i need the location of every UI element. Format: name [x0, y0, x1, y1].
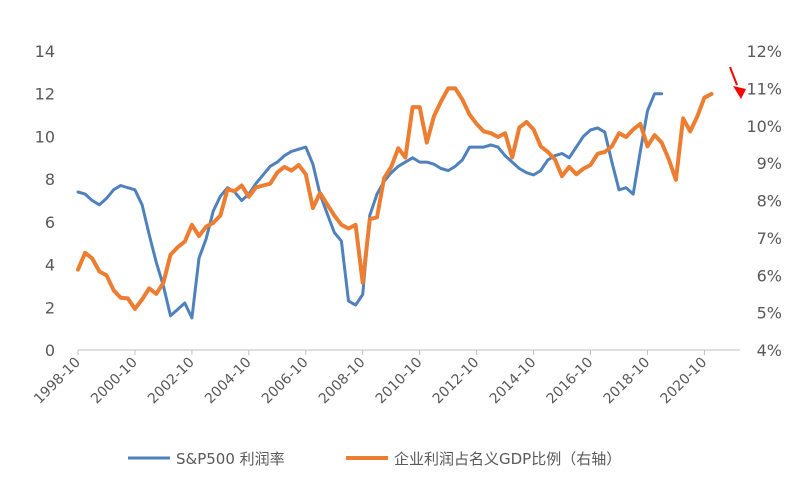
y-left-tick-label: 0	[45, 341, 55, 360]
legend-item: S&P500 利润率	[128, 450, 285, 468]
x-tick-label: 2002-10	[145, 355, 198, 408]
y-right-tick-label: 5%	[757, 304, 782, 323]
y-right-tick-label: 12%	[746, 42, 782, 61]
x-tick-label: 2010-10	[373, 355, 426, 408]
series-line-profit-gdp-ratio	[76, 86, 714, 311]
y-right-tick-label: 10%	[746, 117, 782, 136]
x-tick-label: 2020-10	[658, 355, 711, 408]
y-left-tick-label: 14	[35, 42, 55, 61]
x-tick-label: 2018-10	[601, 355, 654, 408]
y-right-tick-label: 6%	[757, 266, 782, 285]
y-right-tick-label: 8%	[757, 192, 782, 211]
x-tick-label: 2006-10	[259, 355, 312, 408]
x-tick-label: 2000-10	[88, 355, 141, 408]
x-tick-label: 2016-10	[544, 355, 597, 408]
legend: S&P500 利润率 企业利润占名义GDP比例（右轴）	[128, 450, 621, 468]
legend-label: S&P500 利润率	[176, 450, 285, 468]
red-arrow-icon	[729, 66, 746, 99]
annotation-layer	[729, 66, 746, 99]
y-left-tick-label: 2	[45, 298, 55, 317]
x-tick-label: 1998-10	[31, 355, 84, 408]
x-tick-label: 2012-10	[430, 355, 483, 408]
x-tick-label: 2008-10	[316, 355, 369, 408]
y-left-tick-label: 6	[45, 213, 55, 232]
y-right-tick-label: 4%	[757, 341, 782, 360]
x-tick-label: 2004-10	[202, 355, 255, 408]
x-tick-label: 2014-10	[487, 355, 540, 408]
y-left-tick-label: 8	[45, 170, 55, 189]
series-line-sp500-margin	[76, 92, 664, 320]
y-right-tick-label: 7%	[757, 229, 782, 248]
y-right-tick-label: 11%	[746, 79, 782, 98]
legend-item: 企业利润占名义GDP比例（右轴）	[346, 450, 621, 468]
legend-label: 企业利润占名义GDP比例（右轴）	[394, 450, 621, 468]
y-left-tick-label: 12	[35, 85, 55, 104]
series-layer	[76, 86, 714, 320]
y-right-tick-label: 9%	[757, 154, 782, 173]
y-left-tick-label: 10	[35, 127, 55, 146]
y-left-tick-label: 4	[45, 256, 55, 275]
